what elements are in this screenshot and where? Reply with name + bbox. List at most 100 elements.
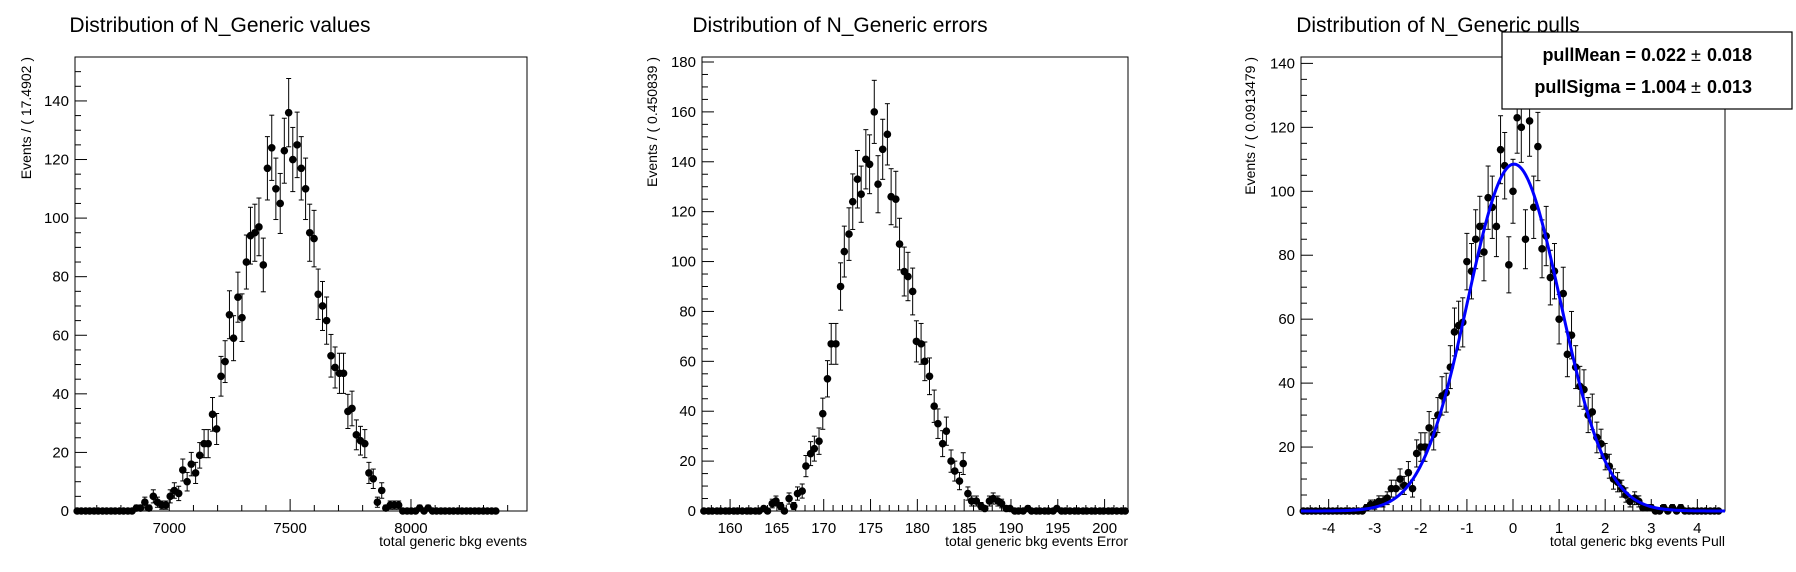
- data-point: [305, 203, 314, 262]
- x-tick-label: 180: [905, 520, 930, 537]
- chart-title: Distribution of N_Generic values: [69, 14, 370, 37]
- data-point: [369, 468, 378, 489]
- data-point: [314, 268, 322, 320]
- x-tick-label: 2: [1601, 520, 1609, 537]
- y-tick-label: 40: [679, 403, 696, 420]
- data-point: [818, 397, 827, 430]
- data-marker: [947, 457, 955, 465]
- data-marker: [934, 419, 942, 428]
- data-point: [857, 165, 865, 223]
- data-marker: [322, 316, 331, 325]
- plot-frame: [74, 56, 528, 512]
- data-marker: [394, 501, 403, 509]
- data-point: [204, 429, 212, 459]
- data-point: [1492, 195, 1501, 258]
- data-marker: [251, 228, 259, 237]
- y-tick-label: 80: [679, 303, 696, 320]
- data-marker: [1383, 494, 1391, 503]
- data-point: [955, 471, 964, 491]
- data-marker: [818, 409, 827, 418]
- y-tick-label: 160: [671, 104, 696, 121]
- data-marker: [352, 431, 361, 439]
- pull-mean-error: 0.018: [1707, 45, 1752, 65]
- data-marker: [217, 372, 225, 381]
- data-point: [892, 170, 900, 228]
- data-marker: [276, 199, 285, 208]
- data-marker: [874, 180, 882, 189]
- data-marker: [297, 164, 306, 173]
- data-marker: [836, 282, 845, 291]
- data-point: [297, 136, 306, 201]
- data-point: [810, 435, 819, 462]
- data-point: [255, 197, 263, 257]
- data-marker: [925, 372, 934, 381]
- data-marker: [263, 164, 272, 173]
- y-tick-label: 140: [671, 154, 696, 171]
- data-marker: [492, 507, 500, 515]
- data-marker: [365, 469, 373, 477]
- data-point: [221, 340, 229, 384]
- x-tick-label: 7500: [273, 520, 306, 537]
- data-point: [878, 118, 887, 180]
- plot-frame: [701, 56, 1129, 512]
- plot-frame: [1300, 56, 1726, 512]
- chart-title: Distribution of N_Generic errors: [692, 14, 987, 37]
- y-tick-label: 140: [44, 93, 69, 110]
- data-marker: [221, 357, 229, 366]
- data-point: [229, 315, 238, 362]
- data-point: [980, 504, 989, 513]
- pull-sigma-label: pullSigma = 1.004: [1534, 77, 1686, 97]
- data-point: [1509, 158, 1517, 224]
- data-marker: [1513, 113, 1521, 122]
- y-tick-label: 120: [1270, 119, 1295, 136]
- data-point: [874, 155, 882, 214]
- chart-panel-pulls: Distribution of N_Generic pulls -4 -3 -2 -1…: [1198, 0, 1796, 572]
- data-marker: [1559, 289, 1568, 298]
- data-marker: [1538, 245, 1546, 253]
- data-marker: [942, 427, 951, 435]
- x-tick-label: 165: [764, 520, 789, 537]
- data-marker: [785, 494, 793, 503]
- y-axis-label: Events / ( 0.450839 ): [644, 57, 660, 187]
- data-marker: [1492, 222, 1501, 231]
- data-marker: [136, 504, 145, 512]
- data-point: [272, 157, 280, 221]
- data-point: [1496, 115, 1505, 185]
- data-point: [832, 322, 840, 365]
- data-marker: [883, 130, 892, 139]
- data-point: [848, 173, 857, 230]
- data-point: [862, 129, 870, 190]
- data-point: [802, 455, 810, 478]
- x-tick-label: 160: [718, 520, 743, 537]
- data-point: [895, 217, 904, 271]
- data-marker: [1396, 475, 1404, 483]
- data-marker: [959, 459, 968, 468]
- data-marker: [921, 357, 929, 366]
- data-marker: [331, 363, 339, 372]
- y-tick-label: 60: [52, 327, 69, 344]
- data-marker: [229, 334, 238, 342]
- y-tick-label: 140: [1270, 55, 1295, 72]
- data-marker: [293, 141, 301, 149]
- data-points: [700, 79, 1129, 515]
- data-marker: [878, 145, 887, 154]
- errors-histogram: Distribution of N_Generic errors 160 165 1…: [644, 14, 1129, 549]
- data-point: [288, 126, 297, 193]
- data-point: [972, 495, 981, 507]
- data-point: [908, 267, 917, 316]
- chart-title: Distribution of N_Generic pulls: [1296, 14, 1580, 37]
- data-marker: [145, 504, 153, 512]
- pulls-histogram: Distribution of N_Generic pulls -4 -3 -2 -1…: [1242, 14, 1793, 549]
- data-point: [1480, 222, 1488, 282]
- data-marker: [865, 160, 874, 169]
- x-tick-label: 200: [1092, 520, 1117, 537]
- data-point: [327, 333, 335, 378]
- data-point: [1521, 209, 1530, 270]
- data-marker: [267, 144, 276, 152]
- pull-mean-pm: ±: [1691, 45, 1701, 65]
- data-marker: [369, 474, 378, 483]
- data-marker: [1392, 484, 1400, 493]
- data-marker: [1588, 408, 1597, 416]
- data-point: [331, 346, 339, 389]
- data-marker: [234, 293, 242, 301]
